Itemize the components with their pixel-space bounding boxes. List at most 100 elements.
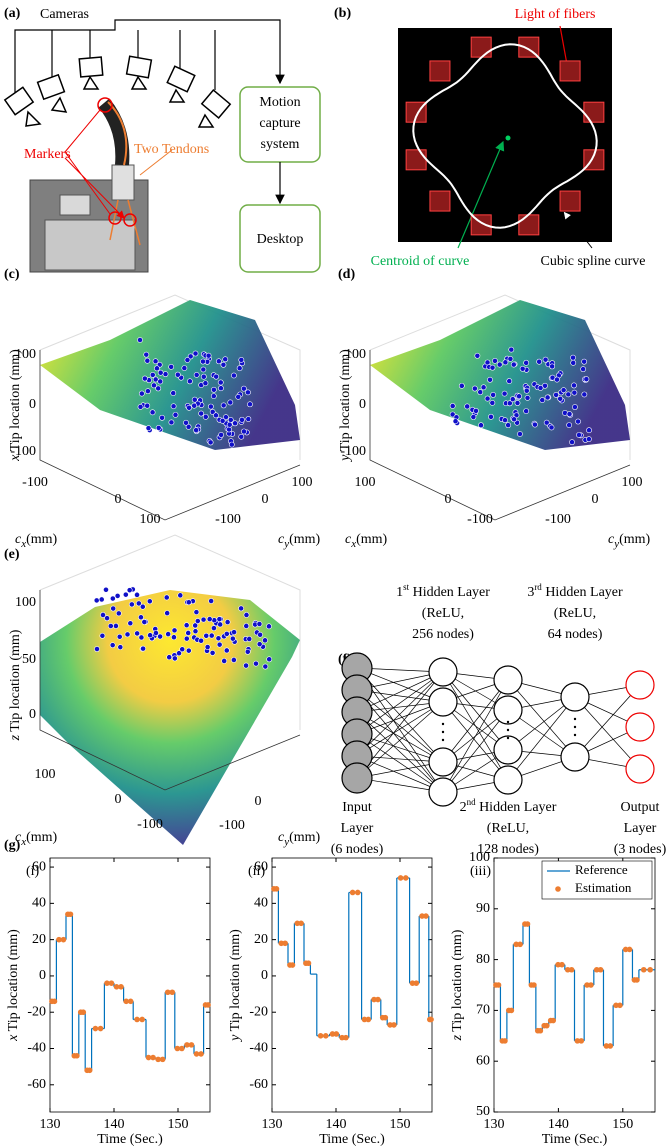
scatter-dot-illustration <box>227 416 234 423</box>
scatter-dot-illustration <box>179 646 186 653</box>
neuron <box>625 670 655 700</box>
scatter-dot-illustration <box>198 410 205 417</box>
estimation-point <box>67 911 74 918</box>
estimation-point <box>428 1016 434 1023</box>
scatter-dot-illustration <box>100 612 106 618</box>
scatter-dot-illustration <box>151 382 157 389</box>
estimation-point <box>584 982 590 988</box>
scatter-dot-illustration <box>510 361 517 368</box>
scatter-dot-illustration <box>143 351 150 358</box>
estimation-point <box>371 996 377 1003</box>
z-tick-label: 0 <box>359 397 366 412</box>
scatter-dot-illustration <box>221 658 228 664</box>
scatter-dot-illustration <box>507 355 514 362</box>
scatter-dot-illustration <box>205 352 212 359</box>
camera-wiring <box>51 30 216 90</box>
scatter-dot-illustration <box>209 650 216 656</box>
neuron <box>625 754 655 784</box>
chart-label: (ii) <box>248 864 265 879</box>
x-axis-label-part: x <box>20 538 26 550</box>
neuron <box>493 765 523 795</box>
scatter-dot-illustration <box>144 402 151 409</box>
scatter-dot-illustration <box>187 353 194 360</box>
scatter-dot-illustration <box>505 422 512 429</box>
y-tick-label: -100 <box>545 512 571 527</box>
scatter-dot-illustration <box>174 371 181 378</box>
marker-arrows <box>64 109 124 218</box>
connection <box>574 696 641 770</box>
scatter-dot-illustration <box>146 598 153 605</box>
estimation-point <box>169 989 176 996</box>
scatter-dot-illustration <box>532 421 538 428</box>
scatter-dot-illustration <box>539 397 546 403</box>
scatter-dot-illustration <box>200 616 207 623</box>
scatter-dot-illustration <box>514 400 521 406</box>
x-tick-label: 0 <box>115 792 122 807</box>
estimation-point <box>198 1051 204 1057</box>
scatter-dot-illustration <box>135 600 142 607</box>
scatter-dot-illustration <box>516 393 522 400</box>
estimation-point <box>51 998 58 1005</box>
estimation-point <box>409 980 416 986</box>
scatter-dot-illustration <box>570 359 577 366</box>
scatter-dot-illustration <box>141 375 148 382</box>
scatter-dot-illustration <box>523 359 530 366</box>
connection <box>507 679 576 758</box>
fiber-label: Light of fibers <box>515 7 596 22</box>
scatter-dot-illustration <box>257 631 263 638</box>
scatter-dot-illustration <box>159 414 165 421</box>
scatter-dot-illustration <box>246 636 253 642</box>
scatter-dot-illustration <box>134 591 140 598</box>
scatter-dot-illustration <box>553 392 559 398</box>
scatter-dot-illustration <box>138 614 144 621</box>
arrow <box>564 212 593 249</box>
y-axis-label-part: Tip location (mm) <box>450 929 465 1035</box>
estimation-point <box>613 1002 619 1009</box>
scatter-dot-illustration <box>571 389 578 396</box>
x-tick-label: 100 <box>35 767 56 782</box>
neuron <box>493 735 523 765</box>
legend-label: Reference <box>575 862 628 877</box>
y-tick-label: 70 <box>476 1003 490 1018</box>
y-axis-label: cy(mm) <box>278 830 321 847</box>
scatter-dot-illustration <box>202 413 209 420</box>
scatter-dot-illustration <box>98 596 105 603</box>
scatter-dot-illustration <box>134 630 141 637</box>
estimation-point <box>282 940 288 947</box>
connection <box>356 711 444 763</box>
scatter-dot-illustration <box>226 426 232 433</box>
estimation-point <box>322 1033 329 1039</box>
scatter-dot-illustration <box>236 365 243 372</box>
estimation-point <box>502 1038 508 1044</box>
scatter-dot-illustration <box>478 422 484 429</box>
estimation-point <box>305 960 312 967</box>
scatter-dot-illustration <box>211 386 217 393</box>
estimation-point <box>550 1017 557 1024</box>
estimation-point <box>289 962 296 968</box>
scatter-dot-illustration <box>580 366 587 373</box>
y-axis-label: cy(mm) <box>608 532 651 549</box>
scatter-dot-illustration <box>523 387 530 394</box>
scatter-dot-illustration <box>154 365 160 372</box>
y-axis-label-part: Tip location (mm) <box>228 929 243 1035</box>
y-tick-label: 100 <box>292 475 313 490</box>
layer-title-part: Hidden Layer <box>409 585 490 600</box>
estimation-point <box>118 984 124 990</box>
scatter-dot-illustration <box>229 635 236 642</box>
scatter-dot-illustration <box>170 403 177 410</box>
layer-title-part: Output <box>621 800 660 815</box>
scatter-dot-illustration <box>172 411 179 418</box>
estimation-point <box>537 1027 544 1034</box>
y-tick-label: 80 <box>476 952 490 967</box>
scatter-dot-illustration <box>566 422 573 428</box>
estimation-point <box>555 961 561 968</box>
z-tick-label: 100 <box>15 595 36 610</box>
scatter-dot-illustration <box>241 428 247 435</box>
scatter-dot-illustration <box>256 641 263 648</box>
scatter-dot-illustration <box>206 616 213 623</box>
estimation-point <box>402 875 409 881</box>
scatter-dot-illustration <box>164 610 171 617</box>
y-tick-label: 50 <box>476 1104 490 1119</box>
scatter-dot-illustration <box>168 363 175 370</box>
scatter-dot-illustration <box>240 385 247 392</box>
